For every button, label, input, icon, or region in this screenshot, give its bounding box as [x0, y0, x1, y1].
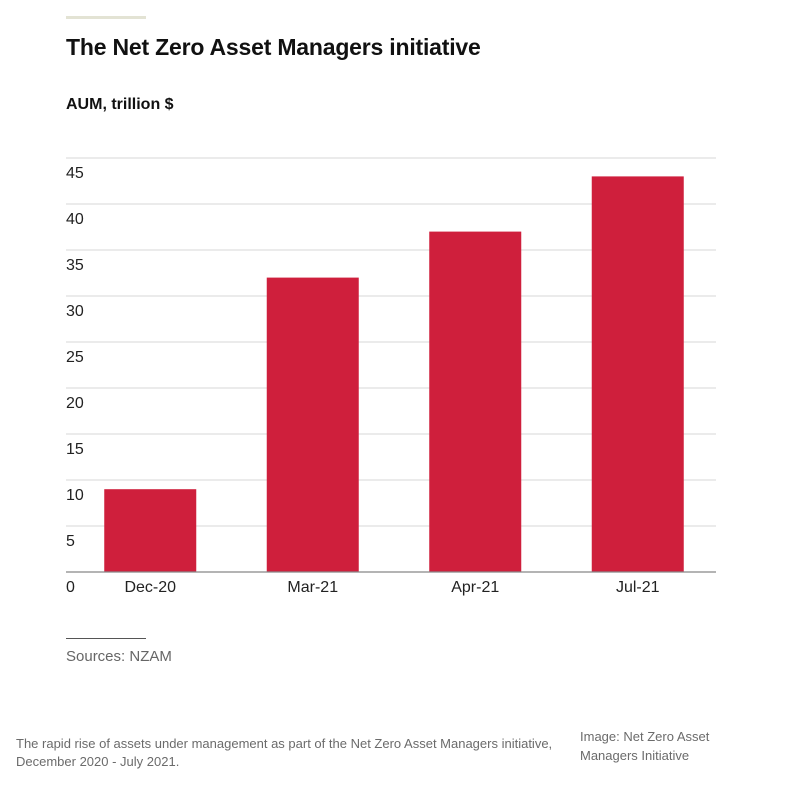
- title-accent-rule: [66, 16, 146, 19]
- axis-labels: 0 5 10 15 20 25 30 35 40 45 Dec-20 Mar-21 Apr-21 Jul-…: [66, 165, 660, 596]
- source-note: Sources: NZAM: [66, 648, 172, 665]
- y-tick-label: 20: [66, 395, 84, 412]
- x-tick-label: Apr-21: [451, 579, 499, 596]
- y-tick-label: 30: [66, 303, 84, 320]
- bar-chart: 0 5 10 15 20 25 30 35 40 45 Dec-20 Mar-21 Apr-21 Jul-…: [66, 157, 716, 596]
- bar: [266, 277, 359, 572]
- chart-title: The Net Zero Asset Managers initiative: [66, 34, 481, 60]
- y-tick-label: 45: [66, 165, 84, 182]
- source-divider: [66, 638, 146, 639]
- y-tick-label: 10: [66, 487, 84, 504]
- image-caption: The rapid rise of assets under managemen…: [16, 736, 553, 769]
- y-tick-label: 40: [66, 211, 84, 228]
- y-tick-label: 0: [66, 579, 75, 596]
- x-tick-label: Dec-20: [124, 579, 176, 596]
- y-axis-unit-label: AUM, trillion $: [66, 96, 174, 113]
- x-tick-label: Mar-21: [287, 579, 338, 596]
- bar: [104, 489, 197, 572]
- x-tick-label: Jul-21: [616, 579, 660, 596]
- y-tick-label: 15: [66, 441, 84, 458]
- bars: [104, 176, 684, 572]
- bar: [429, 231, 522, 572]
- y-tick-label: 25: [66, 349, 84, 366]
- y-tick-label: 5: [66, 533, 75, 550]
- y-tick-label: 35: [66, 257, 84, 274]
- bar: [591, 176, 684, 572]
- image-credit: Image: Net Zero Asset Managers Initiativ…: [580, 729, 710, 763]
